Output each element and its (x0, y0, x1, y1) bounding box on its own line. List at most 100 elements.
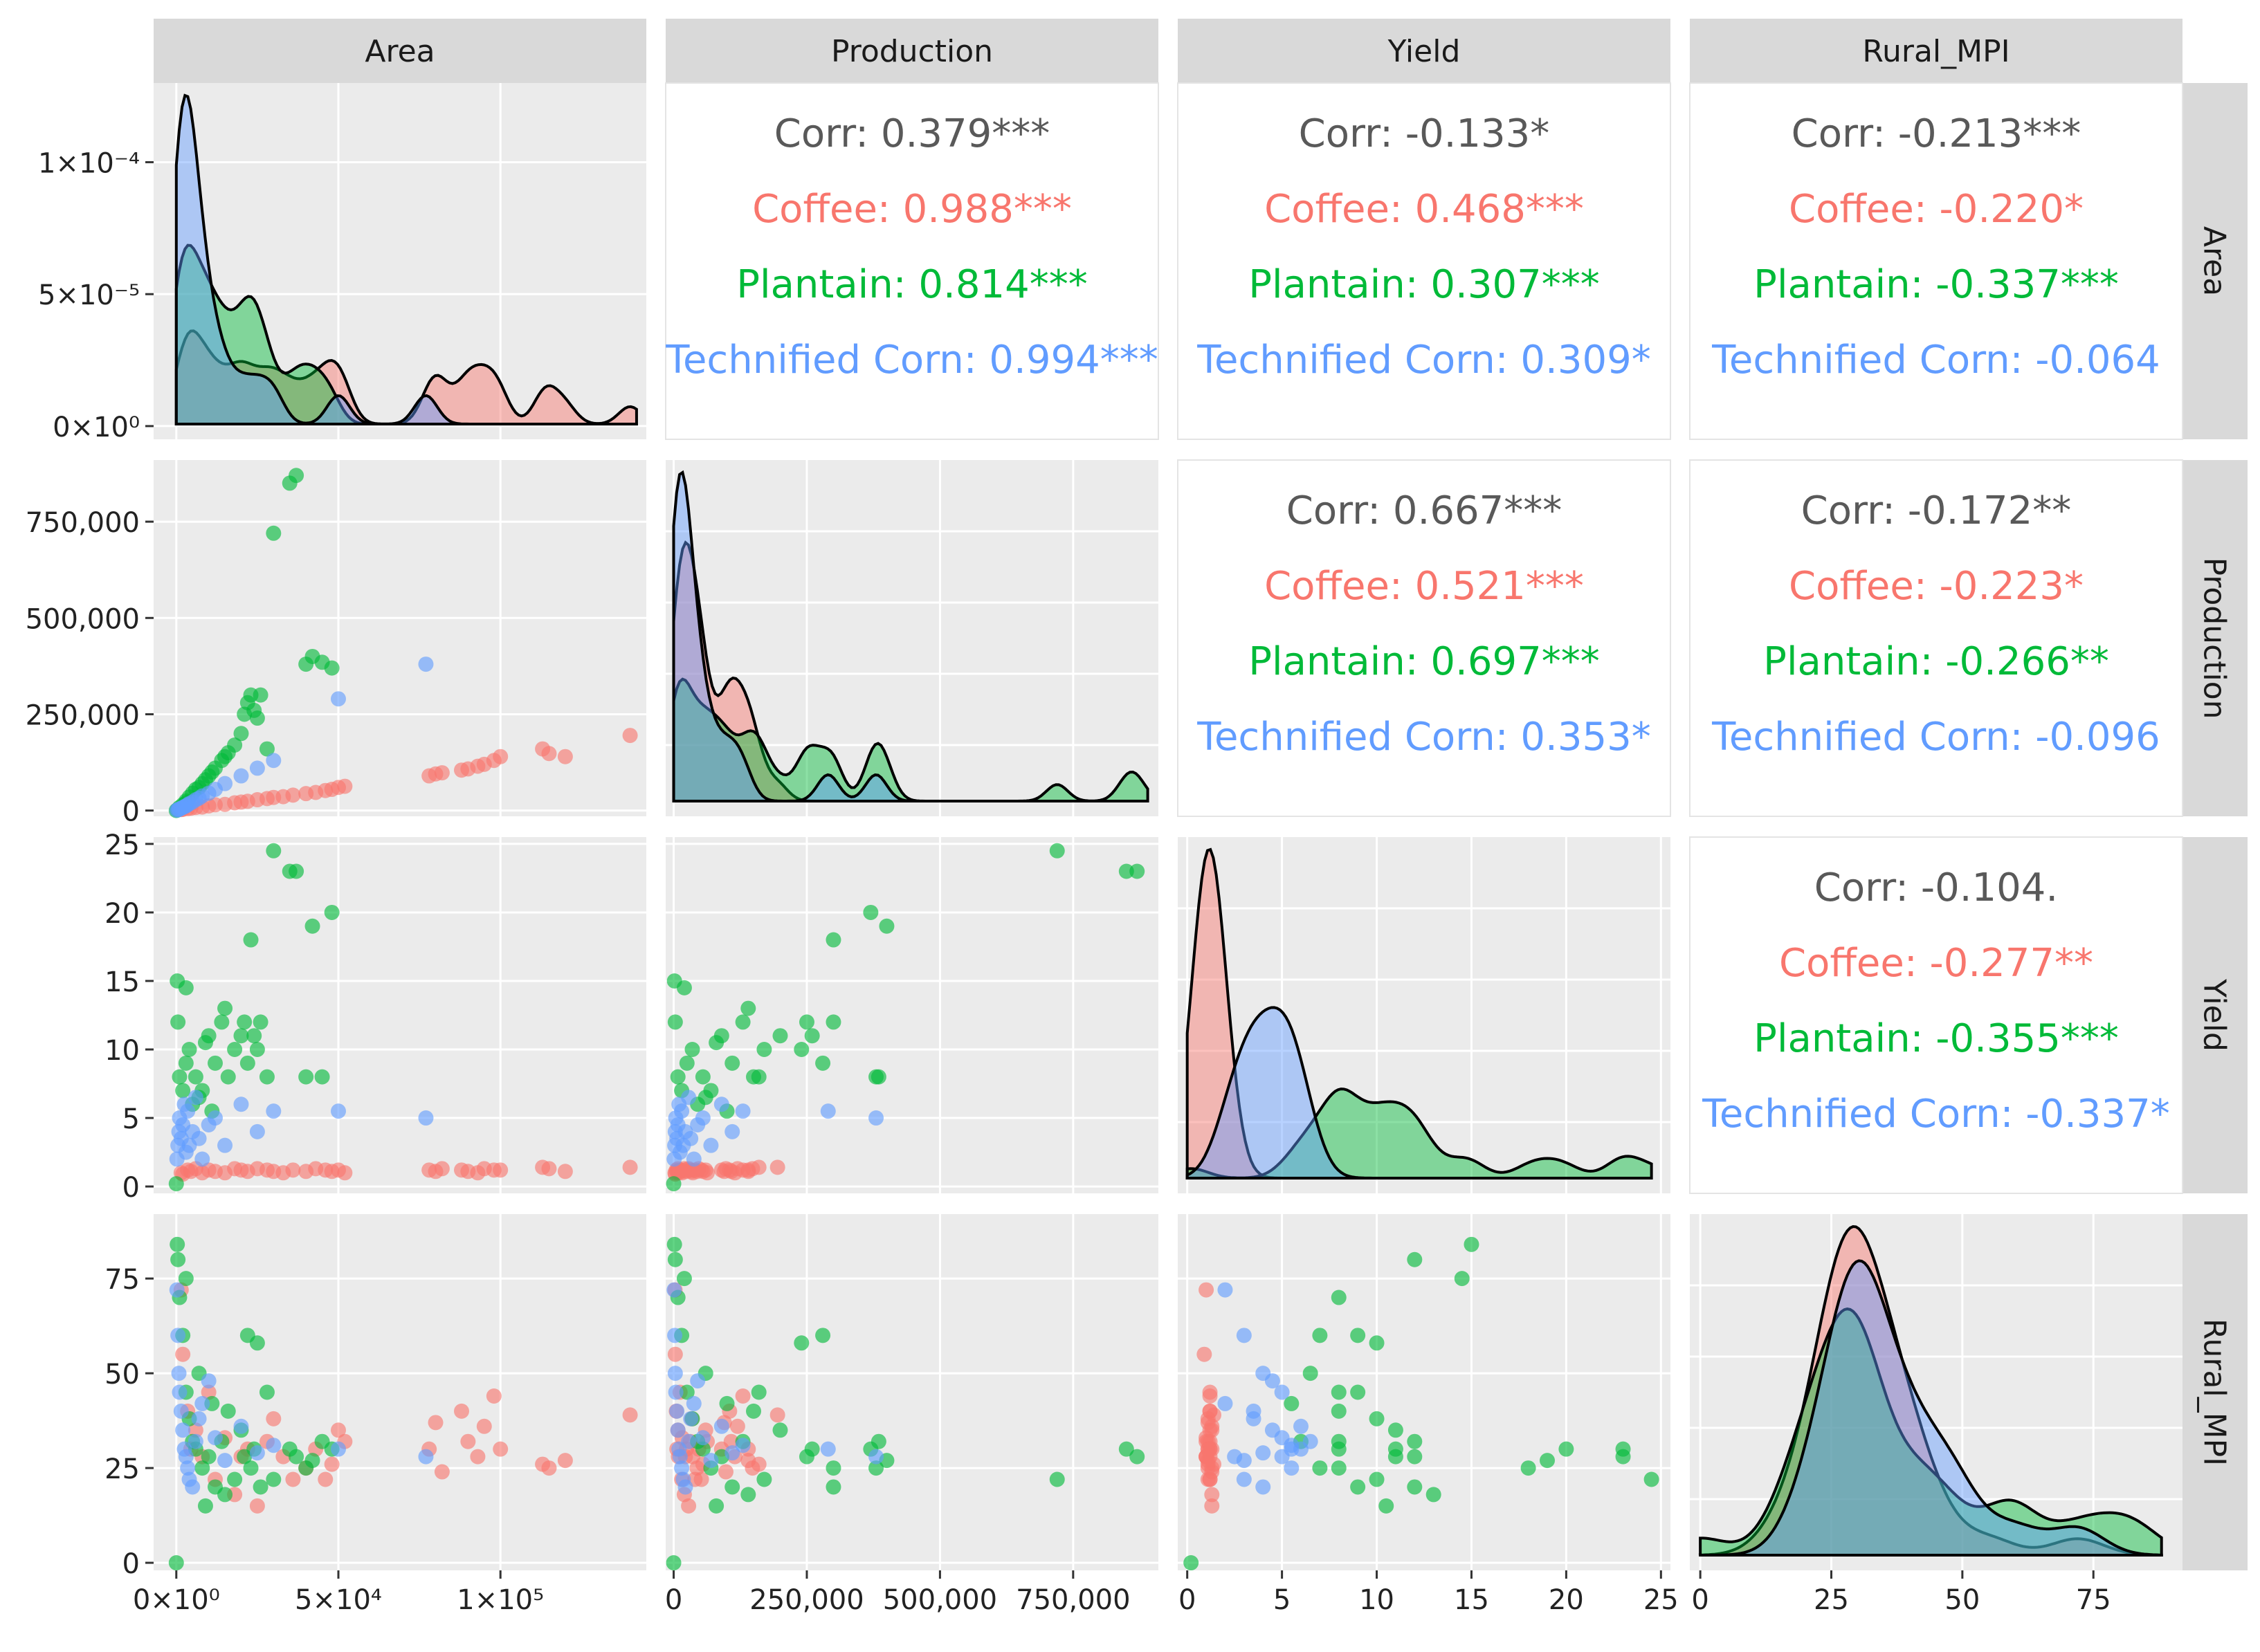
correlation-text: Plantain: 0.307*** (1248, 262, 1599, 307)
scatter-point (168, 1176, 184, 1192)
scatter-point (178, 1449, 194, 1465)
density-curve (1185, 1087, 1653, 1180)
scatter-point (175, 1422, 191, 1438)
panel-bg (666, 460, 1158, 816)
scatter-point (289, 468, 304, 484)
scatter-point (1369, 1471, 1385, 1487)
panel-bg (1689, 459, 2183, 817)
scatter-point (217, 1487, 233, 1503)
scatter-point (170, 1014, 186, 1030)
scatter-point (201, 1373, 217, 1389)
correlation-text: Corr: 0.667*** (1286, 488, 1562, 533)
scatter-point (1204, 1487, 1220, 1503)
scatter-point (751, 1384, 767, 1400)
y-axis-tick-label: 500,000 (26, 603, 140, 635)
density-curve (174, 329, 638, 425)
scatter-point (233, 726, 249, 742)
scatter-point (1331, 1403, 1347, 1419)
correlation-text: Plantain: -0.266** (1763, 639, 2109, 684)
panel-bg (1177, 82, 1671, 440)
scatter-point (253, 1479, 268, 1495)
scatter-point (676, 1271, 692, 1287)
scatter-point (243, 1460, 259, 1476)
scatter-point (1331, 1460, 1347, 1476)
x-axis-tick-label: 0 (1178, 1584, 1196, 1616)
scatter-point (1331, 1433, 1347, 1449)
correlation-text: Coffee: 0.988*** (752, 187, 1072, 232)
scatter-point (171, 1366, 187, 1382)
panel-bg (154, 837, 646, 1193)
y-axis-tick-label: 75 (104, 1264, 140, 1296)
scatter-point (735, 1438, 751, 1453)
scatter-point (169, 1282, 185, 1298)
x-axis-tick-label: 0×10⁰ (133, 1584, 220, 1616)
scatter-point (666, 1555, 682, 1571)
density-panel-Area (174, 93, 638, 425)
scatter-point (1454, 1271, 1470, 1287)
row-strip-label: Rural_MPI (2197, 1319, 2232, 1466)
scatter-point (868, 1460, 884, 1476)
scatter-point (674, 1103, 690, 1119)
scatter-point (194, 1151, 210, 1167)
scatter-panel-Rural_MPI-vs-Production (666, 1236, 1145, 1571)
scatter-point (674, 1460, 690, 1476)
scatter-point (331, 1103, 346, 1119)
scatter-point (289, 1449, 304, 1465)
scatter-point (227, 1471, 243, 1487)
scatter-point (304, 1453, 320, 1469)
correlation-text: Corr: 0.379*** (774, 111, 1050, 156)
x-axis-tick-label: 750,000 (1016, 1584, 1130, 1616)
scatter-point (1302, 1366, 1318, 1382)
density-curve (174, 93, 637, 425)
scatter-point (740, 1000, 756, 1016)
scatter-point (214, 1014, 230, 1030)
scatter-point (180, 1103, 196, 1119)
scatter-point (259, 1069, 275, 1085)
scatter-point (794, 1335, 810, 1351)
x-axis-tick-label: 250,000 (749, 1584, 864, 1616)
correlation-text: Corr: -0.133* (1299, 111, 1550, 156)
scatter-point (249, 710, 265, 726)
scatter-point (718, 1464, 733, 1480)
scatter-point (684, 1042, 700, 1058)
scatter-point (1350, 1328, 1366, 1343)
scatter-point (1246, 1411, 1261, 1426)
scatter-panel-Rural_MPI-vs-Yield (1183, 1236, 1659, 1571)
scatter-point (679, 1055, 695, 1071)
scatter-point (285, 1162, 301, 1178)
scatter-point (239, 1055, 255, 1071)
scatter-point (1204, 1418, 1220, 1434)
density-curve (1698, 1224, 2163, 1557)
scatter-point (1312, 1460, 1328, 1476)
scatter-point (259, 1384, 275, 1400)
density-curve (1185, 1006, 1652, 1180)
correlation-text: Corr: -0.213*** (1792, 111, 2081, 156)
scatter-point (681, 1433, 697, 1449)
scatter-point (173, 1403, 189, 1419)
scatter-point (1387, 1422, 1403, 1438)
panel-bg (154, 1214, 646, 1570)
scatter-panel-Rural_MPI-vs-Area (168, 1236, 638, 1571)
scatter-point (695, 1430, 711, 1446)
scatter-point (686, 1395, 702, 1411)
scatter-point (1540, 1453, 1555, 1469)
scatter-point (815, 1055, 831, 1071)
scatter-point (703, 1453, 719, 1469)
scatter-point (249, 1335, 265, 1351)
scatter-point (700, 1165, 716, 1181)
scatter-point (541, 1460, 557, 1476)
scatter-point (454, 1403, 469, 1419)
scatter-point (1407, 1251, 1423, 1267)
x-axis-tick-label: 15 (1454, 1584, 1489, 1616)
scatter-panel-Yield-vs-Area (168, 843, 638, 1192)
correlation-text: Technified Corn: 0.309* (1196, 338, 1650, 383)
scatter-point (826, 1014, 841, 1030)
scatter-point (208, 1055, 223, 1071)
scatter-point (493, 1162, 509, 1178)
correlation-text: Technified Corn: -0.337* (1702, 1092, 2170, 1137)
scatter-point (666, 1236, 682, 1252)
density-panel-Production (672, 470, 1149, 802)
scatter-point (331, 1441, 346, 1457)
correlation-text: Coffee: -0.220* (1789, 187, 2084, 232)
scatter-point (324, 1456, 340, 1472)
